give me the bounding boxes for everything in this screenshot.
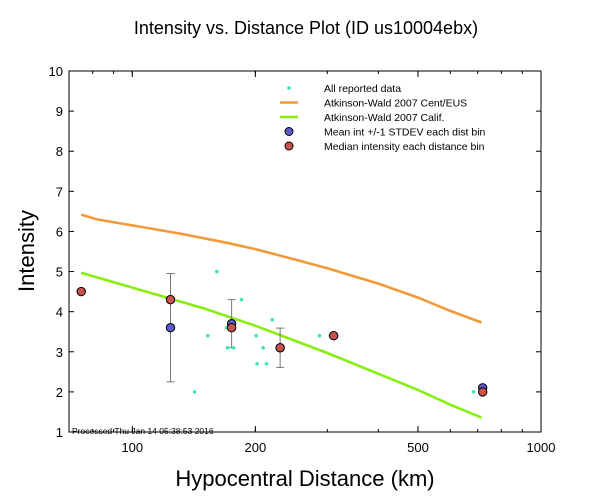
legend-label: Mean int +/-1 STDEV each dist bin [324, 127, 486, 139]
median-marker [328, 331, 339, 341]
reported-point [317, 333, 322, 338]
reported-point [264, 362, 269, 366]
x-tick-label: 200 [244, 440, 266, 455]
mean-marker [165, 323, 176, 333]
x-tick-label: 1000 [527, 440, 556, 455]
median-marker [275, 343, 285, 353]
legend-symbol-mean [284, 127, 294, 136]
y-tick-label: 2 [56, 385, 63, 400]
y-tick-label: 10 [49, 64, 63, 79]
reported-point [239, 297, 244, 302]
y-tick-label: 3 [56, 345, 63, 360]
y-axis-ticks: 1 2 3 4 5 6 7 8 9 10 [49, 64, 541, 440]
model-curves [80, 213, 482, 419]
x-axis-ticks: 100 200 500 1000 [92, 71, 556, 455]
median-marker [76, 286, 86, 297]
legend-label: Atkinson-Wald 2007 Cent/EUS [324, 98, 467, 110]
x-axis-label: Hypocentral Distance (km) [175, 466, 434, 491]
reported-point [270, 317, 275, 322]
y-tick-label: 9 [56, 104, 63, 119]
y-tick-label: 1 [56, 425, 63, 440]
legend-label: Median intensity each distance bin [324, 141, 485, 153]
legend-label: All reported data [324, 83, 401, 95]
legend-symbol-reported [287, 86, 291, 90]
y-axis-label: Intensity [14, 210, 39, 292]
reported-point [192, 390, 197, 394]
reported-point [255, 362, 259, 366]
processed-timestamp: Processed Thu Jan 14 05:38:53 2016 [72, 426, 214, 436]
legend: All reported data Atkinson-Wald 2007 Cent… [280, 83, 486, 153]
reported-point [471, 390, 476, 394]
cent-eus-curve [80, 213, 482, 324]
y-tick-label: 4 [56, 305, 63, 320]
legend-symbol-median [284, 141, 294, 151]
median-marker [165, 294, 176, 305]
reported-point [254, 333, 259, 338]
y-tick-label: 6 [56, 224, 63, 239]
x-tick-label: 500 [407, 440, 429, 455]
y-tick-label: 8 [56, 144, 63, 159]
reported-point [205, 333, 210, 338]
legend-label: Atkinson-Wald 2007 Calif. [324, 112, 444, 124]
reported-point [225, 345, 230, 350]
stdev-error-bars [166, 273, 487, 391]
median-marker [226, 323, 237, 333]
reported-point [231, 345, 236, 350]
y-tick-label: 5 [56, 265, 63, 280]
median-marker [477, 387, 488, 397]
reported-point [261, 345, 265, 350]
chart-title: Intensity vs. Distance Plot (ID us10004e… [134, 18, 478, 38]
reported-point [215, 269, 219, 274]
calif-curve [80, 271, 482, 419]
y-tick-label: 7 [56, 184, 63, 199]
plot-frame [68, 70, 542, 433]
bin-markers [76, 286, 488, 397]
x-tick-label: 100 [121, 440, 143, 455]
reported-data-points [168, 269, 485, 394]
